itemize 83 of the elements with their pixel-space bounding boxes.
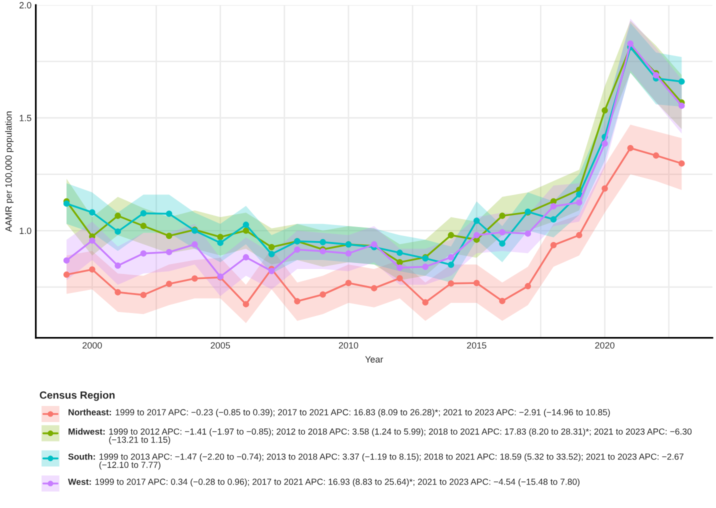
point: [422, 299, 428, 306]
point: [217, 234, 224, 240]
point: [192, 241, 198, 248]
point: [217, 240, 224, 246]
point: [294, 246, 300, 253]
point: [396, 250, 403, 256]
point: [627, 144, 634, 152]
point: [448, 254, 454, 260]
point: [678, 78, 685, 85]
point: [499, 229, 506, 236]
point: [242, 222, 250, 228]
legend-label: West: 1999 to 2017 APC: 0.34 (−0.28 to 0.96); 2017 to 2021 APC: 16.93 (8.83 to 25.64)*; 2021 to 2023 APC: −4.54 (−15.48 to 7.80): [68, 478, 580, 487]
point: [242, 228, 250, 234]
y-tick-label: 2.0: [20, 2, 32, 8]
point: [396, 264, 403, 271]
point: [294, 298, 300, 304]
point: [524, 283, 532, 290]
point: [448, 280, 454, 287]
x-tick-label: 2005: [210, 342, 230, 349]
point: [576, 199, 582, 206]
point: [166, 232, 172, 239]
point: [242, 301, 250, 308]
point: [166, 248, 172, 256]
y-tick-label: 1.0: [20, 228, 32, 234]
y-axis-title: AAMR per 100,000 population: [5, 112, 14, 232]
point: [499, 298, 506, 304]
point: [627, 40, 634, 47]
point: [114, 289, 121, 296]
point: [602, 140, 608, 147]
x-tick-label: 2015: [467, 342, 486, 349]
point: [370, 285, 378, 292]
legend-label: South: 1999 to 2013 APC: −1.47 (−2.20 to −0.74); 2013 to 2018 APC: 3.37 (−1.19 to 8.15); 2018 to 2021 APC: 18.59 (5.32 to 33.52); 2021 to 2023 APC: −2.67 (−12.10 to 7.77): [68, 453, 684, 470]
point: [192, 275, 198, 282]
point: [550, 203, 557, 210]
point: [602, 185, 608, 192]
point: [396, 275, 403, 282]
point: [499, 240, 506, 247]
point: [396, 259, 403, 266]
point: [114, 262, 121, 269]
point: [550, 216, 557, 223]
point: [268, 244, 275, 250]
point: [89, 237, 96, 244]
point: [448, 232, 454, 238]
point: [114, 212, 121, 219]
point: [140, 222, 147, 230]
legend-label: Northeast: 1999 to 2017 APC: −0.23 (−0.85 to 0.39); 2017 to 2021 APC: 16.83 (8.09 to 26.28)*; 2021 to 2023 APC: −2.91 (−14.96 to 10.85): [68, 408, 610, 418]
point: [63, 272, 70, 278]
point: [89, 266, 96, 273]
point: [140, 210, 147, 216]
point: [166, 280, 172, 288]
point: [499, 212, 506, 219]
x-tick-label: 2010: [338, 342, 358, 349]
point: [268, 251, 275, 258]
y-tick-label: 1.5: [20, 114, 32, 122]
legend-title: Census Region: [40, 391, 115, 401]
x-tick-label: 2000: [82, 342, 102, 349]
point: [345, 250, 352, 257]
point: [474, 218, 480, 224]
point: [345, 280, 352, 286]
legend-label: Midwest: 1999 to 2012 APC: −1.41 (−1.97 to −0.85); 2012 to 2018 APC: 3.58 (1.24 to 5.99); 2018 to 2021 APC: 17.83 (8.20 to 28.31)*; 2021 to 2023 APC: −6.30 (−13.21 to 1.15): [68, 428, 692, 445]
point: [550, 242, 557, 248]
point: [63, 257, 70, 264]
point: [576, 232, 582, 238]
x-axis-title: Year: [365, 356, 384, 363]
point: [140, 250, 147, 257]
point: [602, 107, 608, 114]
point: [524, 230, 532, 237]
point: [166, 210, 172, 217]
point: [63, 200, 70, 207]
point: [422, 264, 428, 270]
point: [474, 280, 480, 286]
point: [89, 209, 96, 216]
point: [320, 239, 326, 246]
x-tick-label: 2020: [595, 342, 614, 349]
point: [242, 254, 250, 260]
point: [652, 152, 660, 159]
point: [320, 291, 326, 298]
point: [448, 262, 454, 268]
point: [678, 160, 685, 167]
point: [140, 292, 147, 298]
point: [678, 102, 685, 109]
point: [114, 228, 121, 235]
point: [474, 232, 480, 238]
